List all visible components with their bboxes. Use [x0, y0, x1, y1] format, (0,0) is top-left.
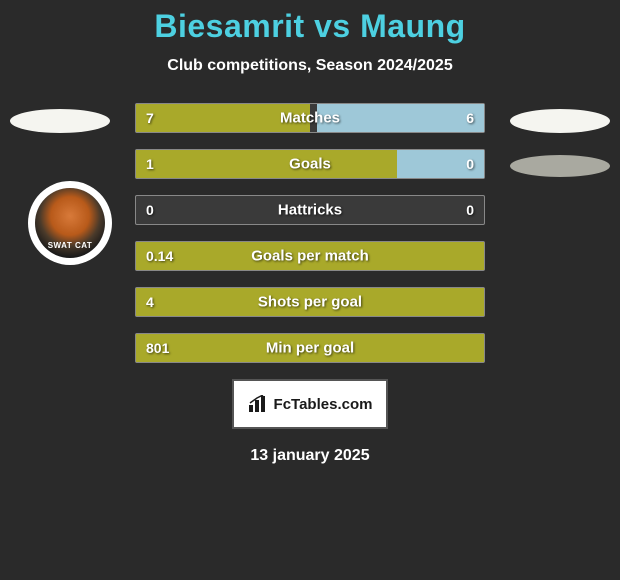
stat-row: 7 Matches 6 [135, 103, 485, 133]
footer-date: 13 january 2025 [0, 447, 620, 465]
bar-chart-icon [248, 395, 270, 413]
stat-row: 4 Shots per goal [135, 287, 485, 317]
value-left: 0 [146, 202, 154, 218]
comparison-card: Biesamrit vs Maung Club competitions, Se… [0, 0, 620, 465]
subtitle: Club competitions, Season 2024/2025 [0, 57, 620, 75]
stat-row: 0.14 Goals per match [135, 241, 485, 271]
value-right: 0 [466, 156, 474, 172]
stat-label: Matches [280, 110, 340, 127]
value-right: 0 [466, 202, 474, 218]
value-left: 801 [146, 340, 169, 356]
stat-label: Min per goal [266, 340, 354, 357]
bar-left [136, 150, 397, 178]
value-left: 1 [146, 156, 154, 172]
swatcat-logo-icon: SWAT CAT [35, 188, 105, 258]
brand-text: FcTables.com [274, 396, 373, 413]
player-right-blob-1 [510, 109, 610, 133]
stat-label: Goals per match [251, 248, 369, 265]
value-right: 6 [466, 110, 474, 126]
stat-row: 1 Goals 0 [135, 149, 485, 179]
logo-text: SWAT CAT [48, 241, 93, 250]
club-logo-left: SWAT CAT [28, 181, 112, 265]
stat-row: 801 Min per goal [135, 333, 485, 363]
value-left: 7 [146, 110, 154, 126]
value-left: 0.14 [146, 248, 173, 264]
value-left: 4 [146, 294, 154, 310]
page-title: Biesamrit vs Maung [0, 8, 620, 45]
stat-row: 0 Hattricks 0 [135, 195, 485, 225]
stat-label: Goals [289, 156, 331, 173]
player-right-blob-2 [510, 155, 610, 177]
stat-label: Shots per goal [258, 294, 362, 311]
stat-rows: 7 Matches 6 1 Goals 0 0 Hattricks 0 0.14 Goals per… [135, 103, 485, 363]
stat-label: Hattricks [278, 202, 342, 219]
player-left-blob [10, 109, 110, 133]
stats-area: SWAT CAT 7 Matches 6 1 Goals 0 0 Hattricks 0 0.14… [0, 103, 620, 363]
fctables-badge[interactable]: FcTables.com [232, 379, 388, 429]
bar-right [317, 104, 484, 132]
